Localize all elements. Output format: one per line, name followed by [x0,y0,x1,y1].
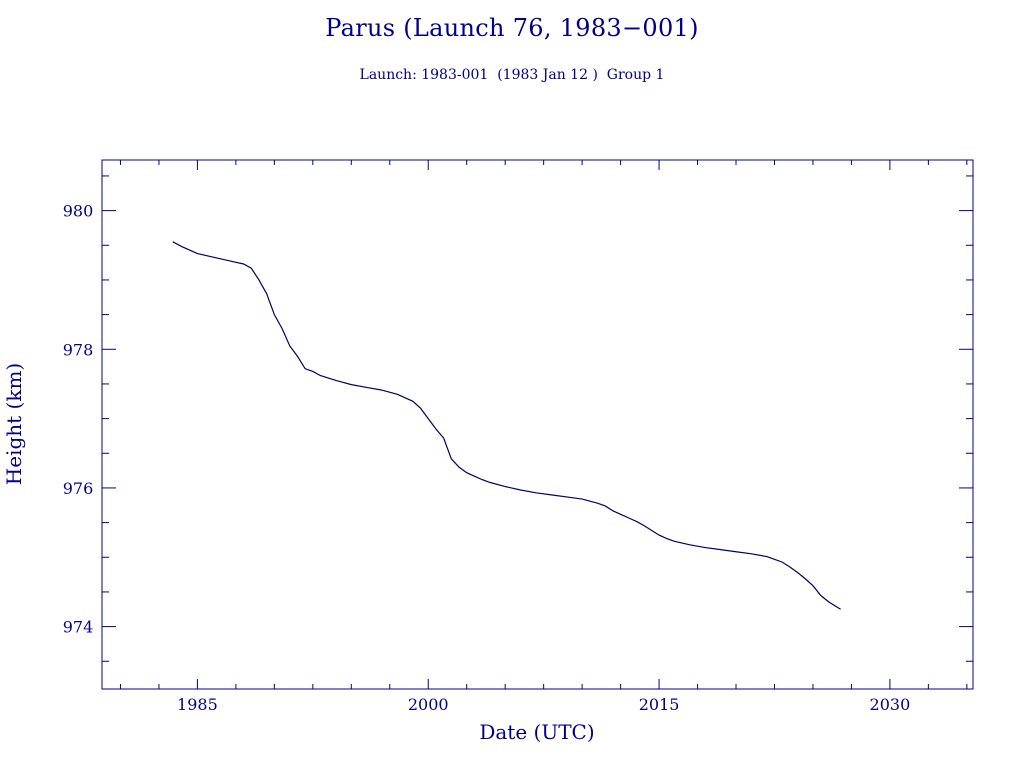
x-tick-label: 2030 [870,695,911,714]
height-series-line [172,241,841,610]
chart-title: Parus (Launch 76, 1983−001) [325,14,699,42]
y-tick-label: 980 [63,202,94,221]
x-tick-label: 2000 [408,695,449,714]
x-axis-tick-labels: 1985 2000 2015 2030 [177,695,910,714]
x-tick-label: 1985 [177,695,218,714]
y-tick-label: 976 [63,479,94,498]
x-axis-ticks [119,160,968,689]
chart-subtitle: Launch: 1983-001 (1983 Jan 12 ) Group 1 [359,67,665,83]
x-axis-label: Date (UTC) [479,720,594,744]
y-axis-tick-labels: 974 976 978 980 [63,202,94,637]
y-tick-label: 978 [63,340,94,359]
y-axis-ticks [102,175,973,662]
x-tick-label: 2015 [639,695,680,714]
y-axis-label: Height (km) [2,363,26,485]
y-tick-label: 974 [63,618,94,637]
plot-frame [101,159,974,690]
